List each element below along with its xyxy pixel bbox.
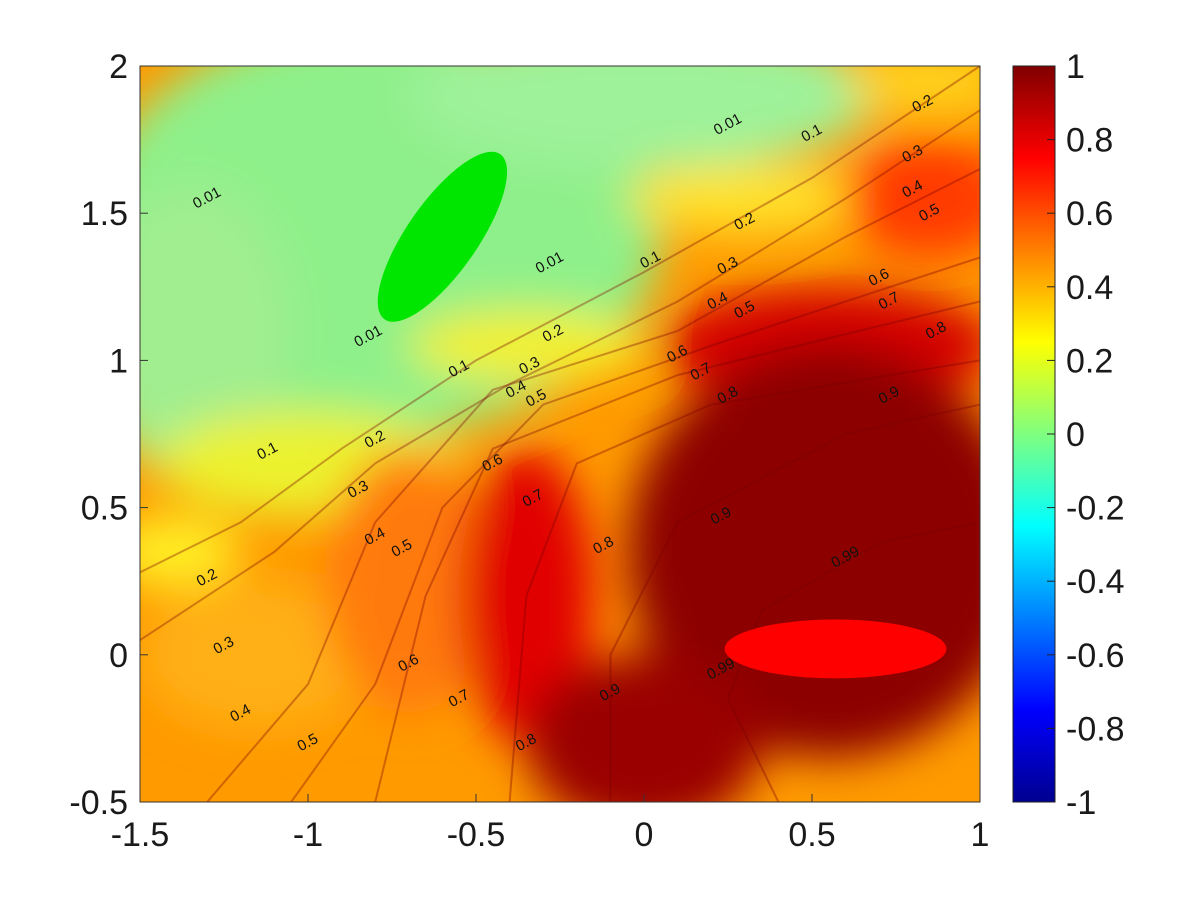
x-tick-label: -1.5 [111, 816, 170, 854]
field-blob [845, 66, 980, 117]
colorbar-tick-label: -0.6 [1066, 637, 1125, 675]
solid-regions [377, 151, 947, 679]
field-blob [408, 66, 880, 170]
x-axis: -1.5 -1 -0.5 0 0.5 1 [111, 794, 990, 854]
plot-frame [139, 65, 981, 803]
contour-line [508, 359, 980, 802]
x-tick-label: 0 [635, 816, 654, 854]
field-blob [324, 448, 493, 714]
contour-line [140, 109, 980, 641]
green-region [377, 151, 508, 322]
contour-line [140, 66, 980, 574]
y-tick-label: 1 [109, 342, 128, 380]
colorbar-ticks: 1 0.8 0.6 0.4 0.2 0 -0.2 -0.4 -0.6 -0.8 -1 [1047, 48, 1125, 822]
y-tick-label: 0 [109, 637, 128, 675]
field-blob [526, 654, 762, 802]
colorbar: 1 0.8 0.6 0.4 0.2 0 -0.2 -0.4 -0.6 -0.8 -1 [1012, 48, 1125, 822]
plot-area [140, 66, 980, 802]
contour-lines [140, 66, 980, 802]
colorbar-tick-label: 0.8 [1066, 122, 1113, 160]
colorbar-tick-label: 0.4 [1066, 269, 1113, 307]
field-blob [627, 163, 863, 234]
x-tick-label: 1 [971, 816, 990, 854]
y-tick-label: 2 [109, 48, 128, 86]
colorbar-tick-label: 0 [1066, 416, 1085, 454]
y-tick-label: -0.5 [69, 784, 128, 822]
colorbar-tick-label: -0.2 [1066, 490, 1125, 528]
colorbar-tick-label: -0.4 [1066, 563, 1125, 601]
field-blob [140, 581, 376, 729]
contour-line [609, 403, 980, 802]
y-tick-label: 0.5 [81, 490, 128, 528]
contour-line [290, 256, 980, 802]
colorbar-tick-label: 1 [1066, 48, 1085, 86]
red-region [724, 619, 947, 679]
colorbar-tick-label: 0.6 [1066, 195, 1113, 233]
x-tick-label: -0.5 [447, 816, 506, 854]
x-tick-label: 0.5 [788, 816, 835, 854]
y-axis: -0.5 0 0.5 1 1.5 2 [69, 48, 148, 822]
field-blob [140, 183, 292, 479]
colorbar-tick-label: -1 [1066, 784, 1096, 822]
field-blob [459, 448, 594, 744]
field-blob [408, 310, 644, 382]
colorbar-tick-label: 0.2 [1066, 342, 1113, 380]
colorbar-tick-label: -0.8 [1066, 710, 1125, 748]
field-blob [140, 516, 241, 588]
field-blob [845, 139, 980, 258]
y-tick-label: 1.5 [81, 195, 128, 233]
x-tick-label: -1 [293, 816, 323, 854]
contour-line [374, 300, 980, 802]
contour-line [726, 521, 980, 802]
contour-line [206, 168, 980, 802]
